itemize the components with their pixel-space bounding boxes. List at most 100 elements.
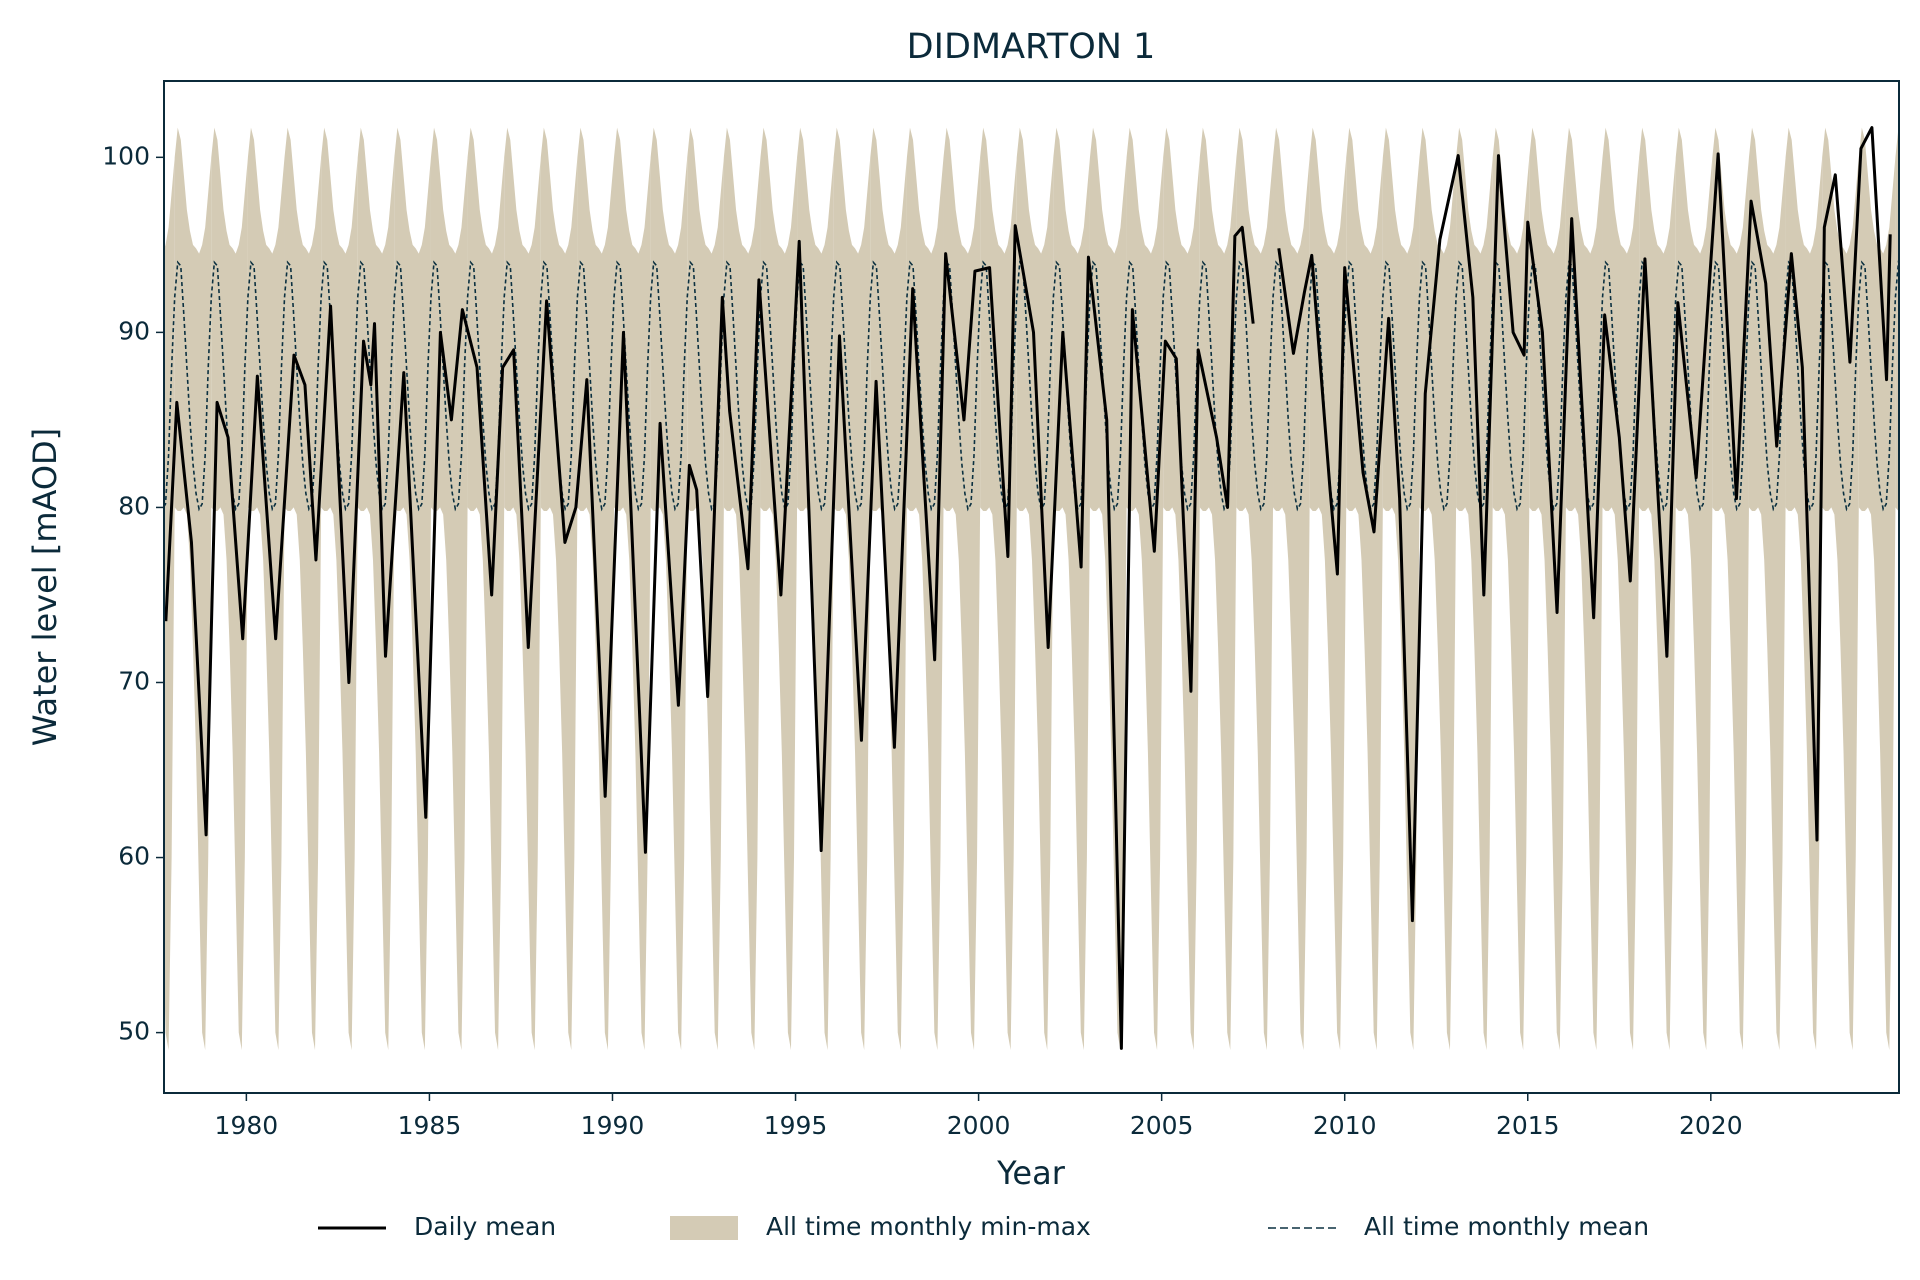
min-max-band	[614, 127, 651, 1051]
monthly-mean-line	[942, 260, 981, 512]
min-max-band	[1712, 127, 1749, 1051]
monthly-mean-line	[906, 260, 945, 512]
monthly-mean-line	[1857, 260, 1897, 512]
min-max-band	[247, 127, 285, 1051]
monthly-mean-line	[576, 260, 615, 512]
legend-swatch	[670, 1216, 738, 1240]
legend-label: All time monthly min-max	[766, 1212, 1091, 1241]
monthly-mean-line	[1491, 260, 1531, 512]
monthly-mean-line	[1418, 260, 1457, 512]
monthly-mean-line	[1162, 260, 1201, 512]
min-max-band	[321, 127, 358, 1051]
y-axis-label: Water level [mAOD]	[26, 428, 64, 746]
x-tick-label: 1980	[215, 1111, 279, 1140]
monthly-mean-line	[1601, 260, 1640, 512]
min-max-band	[504, 127, 541, 1051]
min-max-band	[1126, 127, 1164, 1051]
monthly-mean-line	[1455, 260, 1494, 512]
monthly-mean-line	[759, 260, 798, 512]
daily-mean-line	[1277, 126, 1892, 923]
min-max-band	[870, 127, 907, 1051]
monthly-mean-line	[1821, 260, 1860, 512]
line-layer	[164, 126, 1899, 1050]
y-tick-label: 60	[118, 842, 150, 871]
daily-mean-line	[164, 224, 1255, 1050]
monthly-mean-line	[613, 260, 652, 512]
min-max-band	[1785, 127, 1823, 1051]
monthly-mean-line	[1784, 260, 1823, 512]
min-max-band	[394, 127, 431, 1051]
x-tick-label: 2015	[1496, 1111, 1560, 1140]
min-max-band	[1273, 127, 1310, 1051]
y-tick-label: 50	[118, 1017, 150, 1046]
band-layer	[164, 127, 1899, 1051]
monthly-mean-line	[503, 260, 542, 512]
min-max-band	[1236, 127, 1274, 1051]
min-max-band	[1456, 127, 1493, 1051]
legend-label: Daily mean	[414, 1212, 556, 1241]
min-max-band	[1053, 127, 1090, 1051]
monthly-mean-line	[283, 260, 322, 512]
x-tick-label: 2010	[1313, 1111, 1377, 1140]
min-max-band	[211, 127, 248, 1051]
min-max-band	[1199, 127, 1237, 1051]
min-max-band	[1748, 127, 1786, 1051]
min-max-band	[1309, 127, 1347, 1051]
chart-title: DIDMARTON 1	[907, 27, 1156, 67]
monthly-mean-line	[1089, 260, 1128, 512]
x-tick-label: 1995	[764, 1111, 828, 1140]
min-max-band	[1675, 127, 1713, 1051]
monthly-mean-line	[869, 260, 908, 512]
monthly-mean-line	[649, 260, 689, 512]
monthly-mean-line	[320, 260, 359, 512]
x-tick-label: 2005	[1130, 1111, 1194, 1140]
monthly-mean-line	[247, 260, 286, 512]
min-max-band	[687, 127, 724, 1051]
min-max-band	[1346, 127, 1383, 1051]
min-max-band	[943, 127, 981, 1051]
monthly-mean-line	[1638, 260, 1677, 512]
min-max-band	[467, 127, 505, 1051]
monthly-mean-line	[356, 260, 396, 512]
x-tick-label: 1990	[581, 1111, 645, 1140]
x-axis-label: Year	[996, 1154, 1066, 1192]
monthly-mean-line	[1125, 260, 1164, 512]
min-max-band	[980, 127, 1017, 1051]
min-max-band	[1639, 127, 1676, 1051]
y-tick-label: 100	[102, 141, 150, 170]
min-max-band	[797, 127, 834, 1051]
min-max-band	[1565, 127, 1603, 1051]
monthly-mean-line	[1345, 260, 1384, 512]
monthly-mean-line	[430, 260, 469, 512]
monthly-mean-line	[723, 260, 762, 512]
min-max-band	[1492, 127, 1530, 1051]
monthly-mean-line	[1674, 260, 1714, 512]
x-tick-label: 2000	[947, 1111, 1011, 1140]
min-max-band	[723, 127, 761, 1051]
x-tick-label: 1985	[398, 1111, 462, 1140]
monthly-mean-line	[1235, 260, 1274, 512]
monthly-mean-line	[210, 260, 249, 512]
monthly-mean-line	[1711, 260, 1750, 512]
min-max-band	[164, 157, 175, 1051]
min-max-band	[1089, 127, 1127, 1051]
y-tick-label: 70	[118, 666, 150, 695]
min-max-band	[1163, 127, 1200, 1051]
monthly-mean-line	[539, 260, 579, 512]
min-max-band	[1016, 127, 1054, 1051]
monthly-mean-line	[796, 260, 835, 512]
monthly-mean-line	[1015, 260, 1055, 512]
monthly-mean-line	[393, 260, 432, 512]
min-max-band	[650, 127, 688, 1051]
y-tick-label: 90	[118, 316, 150, 345]
legend-label: All time monthly mean	[1364, 1212, 1649, 1241]
monthly-mean-line	[1528, 260, 1567, 512]
y-tick-label: 80	[118, 491, 150, 520]
min-max-band	[284, 127, 322, 1051]
monthly-mean-line	[1565, 260, 1604, 512]
monthly-mean-line	[1748, 260, 1787, 512]
min-max-band	[540, 127, 578, 1051]
monthly-mean-line	[164, 297, 176, 509]
